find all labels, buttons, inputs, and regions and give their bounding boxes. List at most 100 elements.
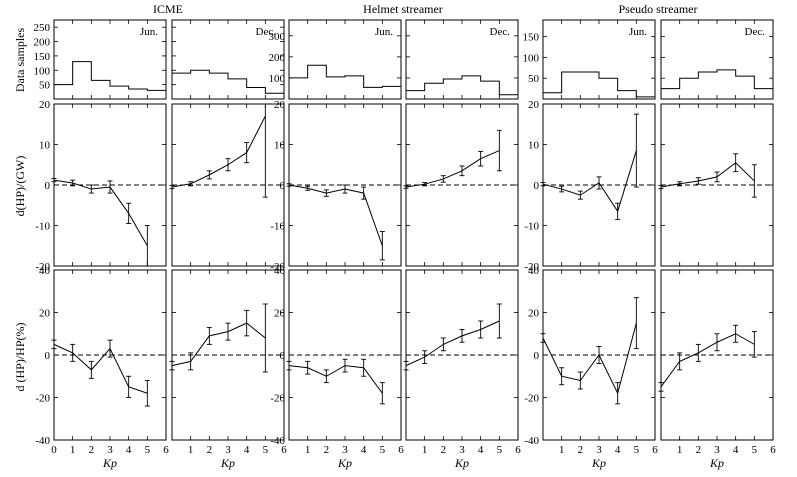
- y-tick-label: -20: [35, 261, 50, 273]
- month-label: Dec.: [745, 26, 766, 38]
- y-tick-label: 0: [45, 350, 51, 362]
- x-tick-label: 6: [281, 444, 287, 456]
- y-tick-label: 20: [39, 308, 51, 320]
- x-axis-label: Kp: [709, 456, 724, 470]
- x-tick-label: 1: [677, 444, 683, 456]
- x-tick-label: 2: [441, 444, 447, 456]
- line-series: [53, 179, 148, 246]
- y-tick-label: 10: [39, 140, 51, 152]
- month-label: Jun.: [140, 26, 158, 38]
- x-tick-label: 4: [244, 444, 250, 456]
- line-series: [660, 162, 755, 188]
- y-tick-label: -40: [270, 435, 285, 447]
- y-tick-label: 40: [274, 265, 286, 277]
- x-tick-label: 3: [107, 444, 113, 456]
- x-tick-label: 5: [263, 444, 269, 456]
- x-tick-label: 3: [714, 444, 720, 456]
- y-tick-label: 150: [34, 51, 51, 63]
- y-tick-label: -10: [35, 221, 50, 233]
- y-tick-label: -20: [524, 393, 539, 405]
- y-tick-label: 200: [269, 52, 286, 64]
- x-tick-label: 4: [126, 444, 132, 456]
- line-series: [53, 343, 148, 394]
- y-tick-label: 100: [269, 73, 286, 85]
- y-tick-label: 0: [534, 350, 540, 362]
- row-label-data-samples: Data samples: [13, 28, 27, 93]
- panel-pseudo-streamer-dec-data-samples: Dec.: [660, 19, 774, 100]
- x-axis-label: Kp: [591, 456, 606, 470]
- x-tick-label: 6: [515, 444, 521, 456]
- panel-pseudo-streamer-dec-d-hp-gw: [658, 103, 774, 267]
- x-tick-label: 2: [89, 444, 95, 456]
- column-title-helmet-streamer: Helmet streamer: [363, 2, 443, 16]
- x-tick-label: 0: [51, 444, 57, 456]
- x-tick-label: 3: [342, 444, 348, 456]
- histogram-step-series: [543, 71, 655, 98]
- y-tick-label: 100: [523, 52, 540, 64]
- x-tick-label: 4: [615, 444, 621, 456]
- x-tick-label: 2: [207, 444, 213, 456]
- panel-pseudo-streamer-dec-d-hp-hp: 1 2 3 4 5 6 Kp: [658, 269, 776, 470]
- x-tick-label: 3: [596, 444, 602, 456]
- x-tick-label: 1: [559, 444, 565, 456]
- y-tick-label: 10: [528, 140, 540, 152]
- panel-helmet-streamer-dec-d-hp-hp: 1 2 3 4 5 6 Kp: [403, 269, 521, 470]
- y-tick-label: 20: [528, 99, 540, 111]
- panel-helmet-streamer-dec-data-samples: Dec.: [405, 19, 519, 100]
- panel-helmet-streamer-jun-data-samples: 100 200 300 Jun.: [269, 19, 402, 100]
- y-tick-label: 0: [280, 350, 286, 362]
- y-tick-label: -20: [35, 393, 50, 405]
- y-tick-label: 50: [39, 80, 51, 92]
- x-tick-label: 6: [398, 444, 404, 456]
- x-tick-label: 1: [188, 444, 194, 456]
- line-series: [542, 150, 637, 213]
- x-tick-label: 5: [497, 444, 503, 456]
- x-tick-label: 1: [422, 444, 428, 456]
- month-label: Dec.: [256, 26, 277, 38]
- histogram-step-series: [289, 64, 401, 88]
- y-tick-label: -20: [524, 261, 539, 273]
- y-tick-label: 100: [34, 65, 51, 77]
- month-label: Jun.: [375, 26, 393, 38]
- histogram-step-series: [54, 61, 166, 91]
- column-titles: ICME Helmet streamer Pseudo streamer: [153, 2, 697, 16]
- y-tick-label: 0: [45, 180, 51, 192]
- y-tick-label: -10: [270, 221, 285, 233]
- panel-icme-dec-d-hp-gw: [169, 103, 285, 267]
- y-tick-label: 200: [34, 37, 51, 49]
- line-series: [542, 322, 637, 395]
- panel-icme-jun-d-hp-hp: 0 1 2 3 4 5 6 -40 -20 0 20 40 Kp: [35, 265, 169, 470]
- x-tick-label: 5: [752, 444, 758, 456]
- x-tick-label: 1: [305, 444, 311, 456]
- y-tick-label: 250: [34, 22, 51, 34]
- x-tick-label: 6: [652, 444, 658, 456]
- row-labels: Data samples d(HP)/(GW) d (HP)/HP(%): [13, 28, 27, 392]
- panel-helmet-streamer-dec-d-hp-gw: [403, 103, 519, 267]
- month-label: Dec.: [490, 26, 511, 38]
- panel-pseudo-streamer-jun-d-hp-gw: -20 -10 0 10 20: [524, 99, 656, 273]
- panel-icme-jun-data-samples: 50 100 150 200 250 Jun.: [34, 19, 167, 100]
- panel-icme-jun-d-hp-gw: -20 -10 0 10 20: [35, 99, 167, 273]
- line-series: [660, 333, 755, 388]
- x-axis-label: Kp: [220, 456, 235, 470]
- y-tick-label: 40: [528, 265, 540, 277]
- x-tick-label: 4: [478, 444, 484, 456]
- y-tick-label: 10: [274, 140, 286, 152]
- y-tick-label: -40: [524, 435, 539, 447]
- line-series: [288, 365, 383, 394]
- x-tick-label: 6: [770, 444, 776, 456]
- panel-icme-dec-d-hp-hp: 1 2 3 4 5 6 Kp: [169, 269, 287, 470]
- y-tick-label: -10: [524, 221, 539, 233]
- x-tick-label: 2: [696, 444, 702, 456]
- x-tick-label: 2: [324, 444, 330, 456]
- column-title-icme: ICME: [153, 2, 183, 16]
- line-series: [405, 320, 500, 367]
- x-tick-label: 5: [634, 444, 640, 456]
- x-tick-label: 5: [145, 444, 151, 456]
- x-axis-label: Kp: [337, 456, 352, 470]
- x-axis-label: Kp: [454, 456, 469, 470]
- panel-pseudo-streamer-jun-data-samples: 50 100 150 Jun.: [523, 19, 656, 100]
- line-series: [171, 322, 266, 367]
